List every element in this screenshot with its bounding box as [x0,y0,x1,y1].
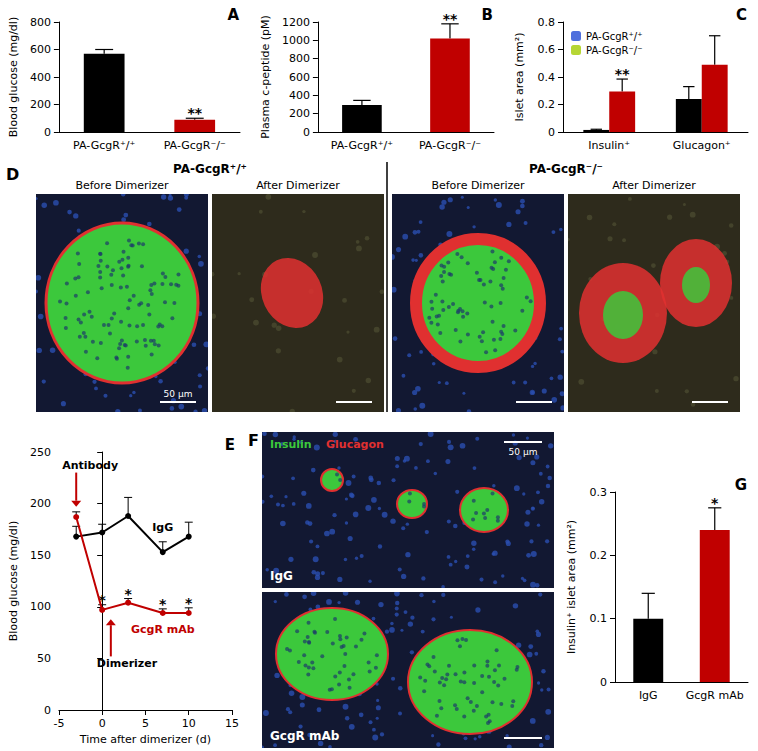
svg-text:0: 0 [99,717,106,730]
svg-text:0.3: 0.3 [590,486,608,499]
svg-text:PA-GcgR⁺/⁺: PA-GcgR⁺/⁺ [173,162,247,176]
svg-text:0: 0 [303,126,310,139]
svg-text:0.2: 0.2 [590,549,608,562]
svg-text:0.8: 0.8 [538,16,556,29]
svg-text:**: ** [187,105,202,121]
svg-text:D: D [6,165,19,184]
svg-text:G: G [735,476,747,494]
svg-text:*: * [185,595,193,611]
svg-text:800: 800 [30,16,51,29]
svg-text:PA-GcgR⁻/⁻: PA-GcgR⁻/⁻ [164,139,226,152]
svg-text:400: 400 [30,71,51,84]
svg-text:E: E [225,436,235,454]
svg-text:Plasma c-peptide (pM): Plasma c-peptide (pM) [259,15,272,139]
svg-text:GcgR mAb: GcgR mAb [686,689,744,702]
svg-text:10: 10 [182,717,196,730]
svg-text:After Dimerizer: After Dimerizer [612,179,696,192]
svg-text:GcgR mAb: GcgR mAb [270,729,340,743]
svg-text:A: A [227,6,239,24]
svg-text:Before Dimerizer: Before Dimerizer [75,179,169,192]
svg-text:5: 5 [142,717,149,730]
svg-text:100: 100 [30,600,51,613]
svg-text:150: 150 [30,549,51,562]
svg-text:Insulin⁺ islet area (mm²): Insulin⁺ islet area (mm²) [565,520,578,654]
svg-text:0: 0 [548,126,555,139]
svg-text:800: 800 [289,52,310,65]
svg-text:IgG: IgG [270,569,293,583]
svg-text:Time after dimerizer (d): Time after dimerizer (d) [79,733,211,746]
svg-text:0: 0 [44,704,51,717]
svg-text:IgG: IgG [639,689,658,702]
svg-text:PA-GcgR⁻/⁻: PA-GcgR⁻/⁻ [586,45,642,56]
svg-text:After Dimerizer: After Dimerizer [256,179,340,192]
svg-text:0.4: 0.4 [538,71,556,84]
svg-text:200: 200 [30,497,51,510]
svg-text:0: 0 [44,126,51,139]
svg-text:PA-GcgR⁺/⁺: PA-GcgR⁺/⁺ [73,139,135,152]
svg-text:**: ** [443,11,458,27]
svg-text:*: * [124,586,132,602]
svg-text:250: 250 [30,446,51,459]
svg-text:IgG: IgG [152,521,173,534]
svg-text:15: 15 [225,717,239,730]
svg-text:PA-GcgR⁺/⁺: PA-GcgR⁺/⁺ [586,31,642,42]
svg-text:0.2: 0.2 [538,98,556,111]
svg-text:PA-GcgR⁻/⁻: PA-GcgR⁻/⁻ [529,162,603,176]
svg-text:-5: -5 [53,717,64,730]
svg-text:Dimerizer: Dimerizer [97,657,158,670]
svg-text:400: 400 [289,89,310,102]
svg-text:600: 600 [30,43,51,56]
svg-text:Antibody: Antibody [62,459,118,472]
svg-text:Glucagon: Glucagon [326,438,384,451]
svg-text:Insulin⁺: Insulin⁺ [588,139,630,152]
svg-text:C: C [736,6,747,24]
svg-text:0.6: 0.6 [538,43,556,56]
svg-text:**: ** [615,66,630,82]
svg-text:PA-GcgR⁺/⁺: PA-GcgR⁺/⁺ [331,139,393,152]
svg-text:50: 50 [37,652,51,665]
svg-text:50 µm: 50 µm [164,389,193,399]
svg-text:PA-GcgR⁻/⁻: PA-GcgR⁻/⁻ [419,139,481,152]
svg-text:0.1: 0.1 [590,612,608,625]
svg-text:1200: 1200 [282,16,310,29]
svg-text:Glucagon⁺: Glucagon⁺ [673,139,731,152]
svg-text:Blood glucose (mg/dl): Blood glucose (mg/dl) [7,521,20,641]
svg-text:Islet area (mm²): Islet area (mm²) [513,32,526,121]
svg-text:200: 200 [30,98,51,111]
svg-text:F: F [248,431,259,450]
svg-text:GcgR mAb: GcgR mAb [131,623,195,636]
svg-text:50 µm: 50 µm [509,447,538,457]
svg-text:600: 600 [289,71,310,84]
svg-text:Insulin: Insulin [270,438,312,451]
svg-text:B: B [482,6,493,24]
svg-text:*: * [159,596,167,612]
svg-text:200: 200 [289,107,310,120]
svg-text:Before Dimerizer: Before Dimerizer [431,179,525,192]
svg-text:*: * [711,495,719,511]
svg-text:0: 0 [600,676,607,689]
svg-text:Blood glucose (mg/dl): Blood glucose (mg/dl) [7,17,20,137]
svg-text:1000: 1000 [282,34,310,47]
